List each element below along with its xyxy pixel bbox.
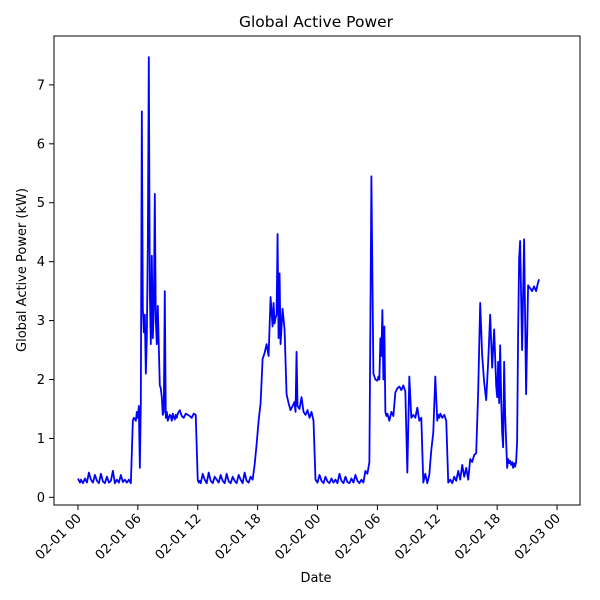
y-axis: 0 1 2 3 4 5 6 7 [37,78,54,506]
x-tick-label: 02-01 18 [213,511,265,563]
y-tick-label: 5 [37,196,45,211]
x-axis: 02-01 00 02-01 06 02-01 12 02-01 18 02-02 00… [33,505,564,563]
x-tick-label: 02-03 00 [512,511,564,563]
x-tick-label: 02-01 06 [93,511,145,563]
y-tick-label: 6 [37,137,45,152]
x-tick-label: 02-02 06 [332,511,384,563]
x-tick-label: 02-01 00 [33,511,85,563]
y-tick-label: 3 [37,314,45,329]
x-tick-label: 02-02 00 [272,511,324,563]
y-tick-label: 1 [37,432,45,447]
y-tick-label: 0 [37,491,45,506]
plot-area-frame [53,35,581,506]
series-line [77,56,540,485]
y-tick-label: 2 [37,373,45,388]
x-tick-label: 02-01 12 [153,511,205,563]
x-axis-label: Date [300,571,331,586]
x-tick-label: 02-02 12 [392,511,444,563]
x-tick-label: 02-02 18 [452,511,504,563]
chart-title: Global Active Power [239,13,394,31]
y-axis-label: Global Active Power (kW) [15,188,30,352]
y-tick-label: 7 [37,78,45,93]
y-tick-label: 4 [37,255,45,270]
